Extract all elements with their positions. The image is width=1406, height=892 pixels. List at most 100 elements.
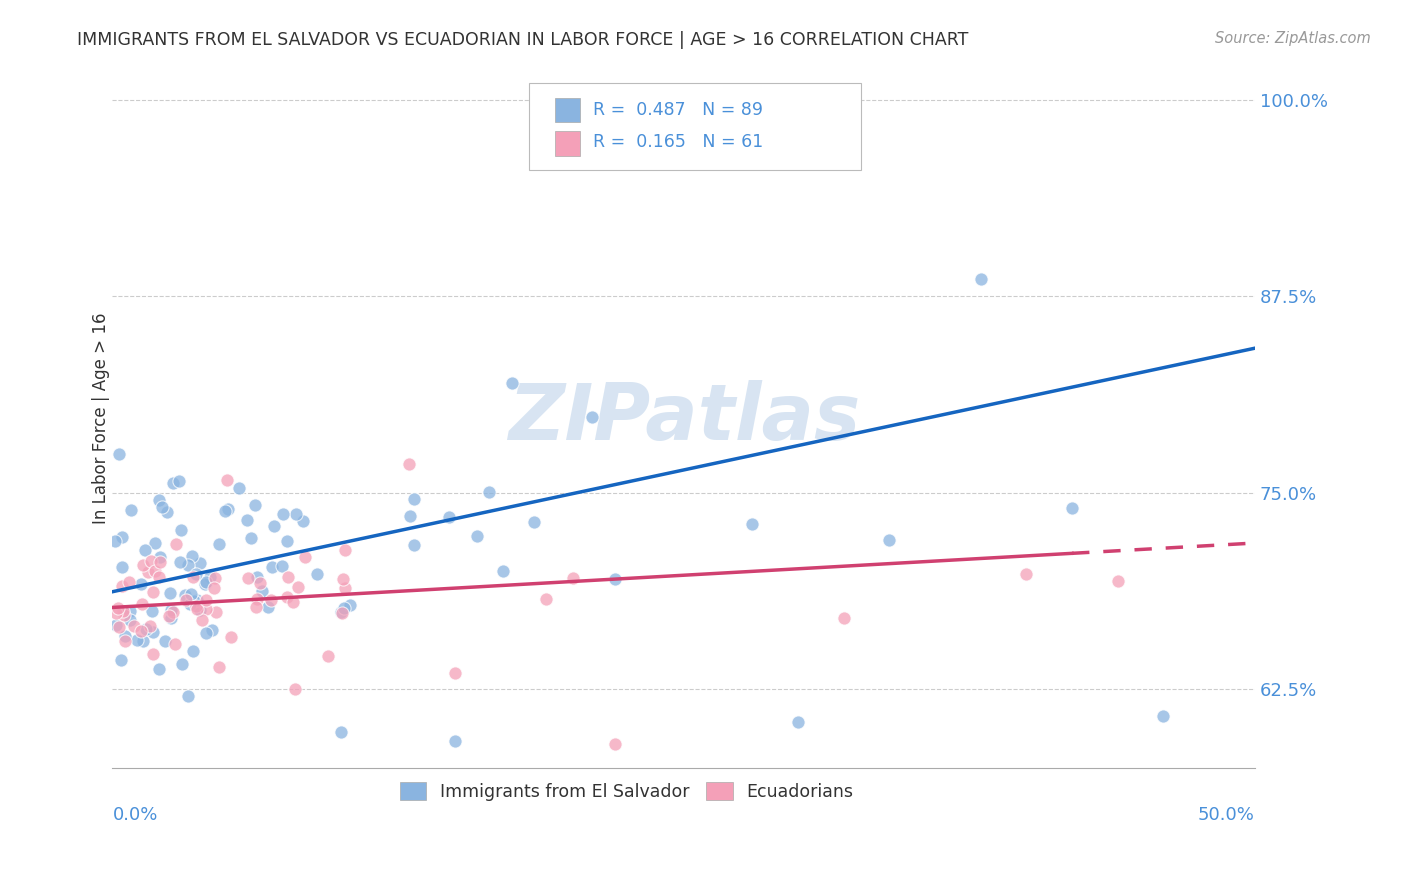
Point bbox=[159, 586, 181, 600]
Point bbox=[333, 600, 356, 615]
Point bbox=[1153, 709, 1175, 723]
Point bbox=[271, 559, 294, 574]
Point bbox=[162, 605, 184, 619]
Point bbox=[112, 607, 135, 622]
Point bbox=[181, 570, 204, 584]
Point bbox=[877, 533, 900, 547]
Point bbox=[398, 458, 420, 472]
Point bbox=[156, 505, 179, 519]
Point bbox=[404, 491, 426, 506]
Point bbox=[832, 611, 855, 625]
Point bbox=[262, 559, 284, 574]
Point bbox=[1062, 501, 1084, 516]
Point bbox=[111, 579, 134, 593]
Point bbox=[188, 603, 211, 617]
Point bbox=[129, 624, 152, 639]
Point bbox=[277, 570, 299, 584]
Point bbox=[149, 555, 172, 569]
Point bbox=[250, 583, 273, 598]
Point bbox=[120, 613, 142, 627]
Point bbox=[157, 609, 180, 624]
Point bbox=[142, 625, 165, 640]
Point bbox=[108, 447, 131, 461]
Point bbox=[135, 622, 157, 636]
Legend: Immigrants from El Salvador, Ecuadorians: Immigrants from El Salvador, Ecuadorians bbox=[392, 775, 860, 808]
Point bbox=[148, 570, 170, 584]
Point bbox=[132, 558, 155, 573]
Point bbox=[228, 481, 250, 495]
Point bbox=[194, 626, 217, 640]
Point bbox=[291, 514, 314, 528]
Point bbox=[194, 574, 217, 589]
Point bbox=[561, 571, 583, 585]
Point bbox=[240, 531, 263, 545]
Point bbox=[179, 597, 201, 611]
Point bbox=[339, 598, 361, 612]
Point bbox=[330, 605, 353, 619]
Point bbox=[215, 473, 238, 487]
Point bbox=[131, 634, 153, 648]
Point bbox=[150, 500, 173, 515]
Point bbox=[523, 515, 546, 529]
Point bbox=[281, 594, 304, 608]
Point bbox=[186, 599, 208, 614]
Point bbox=[117, 574, 139, 589]
Point bbox=[198, 570, 221, 584]
Text: Source: ZipAtlas.com: Source: ZipAtlas.com bbox=[1215, 31, 1371, 46]
Point bbox=[205, 605, 228, 619]
Point bbox=[181, 643, 204, 657]
Point bbox=[478, 485, 501, 500]
Point bbox=[112, 604, 135, 618]
Point bbox=[603, 572, 626, 586]
Point bbox=[316, 649, 339, 664]
Text: 0.0%: 0.0% bbox=[112, 806, 157, 824]
Point bbox=[141, 604, 163, 618]
Point bbox=[287, 580, 309, 594]
Point bbox=[104, 534, 127, 549]
Point bbox=[142, 585, 165, 599]
Point bbox=[246, 591, 269, 606]
Point bbox=[492, 565, 515, 579]
Point bbox=[236, 571, 259, 585]
Point bbox=[148, 662, 170, 676]
Point bbox=[165, 637, 187, 651]
Point bbox=[172, 657, 194, 671]
Point bbox=[501, 376, 523, 390]
Point bbox=[184, 566, 207, 581]
Point bbox=[194, 576, 217, 591]
Point bbox=[217, 502, 239, 516]
Point bbox=[208, 537, 231, 551]
Point bbox=[191, 613, 214, 627]
Point bbox=[111, 560, 134, 574]
Point bbox=[437, 509, 460, 524]
Point bbox=[180, 549, 202, 563]
Point bbox=[169, 475, 191, 489]
FancyBboxPatch shape bbox=[554, 97, 579, 122]
Point bbox=[129, 576, 152, 591]
Point bbox=[111, 530, 134, 544]
Point bbox=[114, 629, 136, 643]
Point bbox=[120, 604, 142, 618]
Point bbox=[249, 575, 271, 590]
Point bbox=[208, 660, 231, 674]
Point bbox=[122, 619, 145, 633]
Point bbox=[581, 410, 603, 425]
Point bbox=[294, 549, 316, 564]
Point bbox=[1015, 567, 1038, 582]
Point bbox=[214, 504, 236, 518]
Point bbox=[170, 524, 193, 538]
Point bbox=[155, 634, 177, 648]
Point bbox=[142, 647, 165, 661]
Point bbox=[127, 632, 149, 647]
FancyBboxPatch shape bbox=[530, 82, 860, 169]
Point bbox=[444, 666, 467, 681]
Point bbox=[333, 542, 356, 557]
Point bbox=[330, 606, 353, 620]
Point bbox=[741, 517, 763, 532]
Point bbox=[186, 592, 208, 607]
Point bbox=[271, 507, 294, 521]
Point bbox=[219, 630, 242, 644]
Point bbox=[107, 600, 129, 615]
Point bbox=[204, 571, 226, 585]
Point bbox=[180, 587, 202, 601]
